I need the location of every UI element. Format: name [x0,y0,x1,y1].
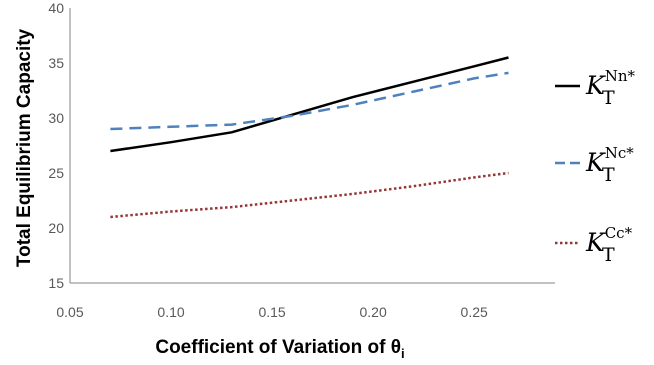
legend-label-2: KNc* [585,144,634,177]
series-line-2 [110,71,509,131]
legend-label-1: KNn* [585,67,635,100]
x-tick-label: 0.25 [461,304,488,320]
y-tick-label: 25 [48,165,64,181]
legend-label-subscript-3: T [602,244,615,266]
y-tick-label: 40 [48,0,64,16]
x-tick-label: 0.20 [360,304,387,320]
chart-axes [69,8,555,284]
legend-label-subscript-1: T [602,87,615,109]
x-tick-label: 0.10 [157,304,184,320]
series-line-3 [110,171,509,219]
x-axis-title-main: Coefficient of Variation of θ [155,337,401,358]
x-axis-title: Coefficient of Variation of θi [155,337,404,361]
series-lines [110,56,509,219]
legend-label-3: KCc* [585,224,633,257]
x-tick-label: 0.05 [56,304,83,320]
x-tick-labels: 0.05 0.10 0.15 0.20 0.25 [56,304,488,320]
x-axis-title-subscript: i [401,346,405,361]
x-tick-label: 0.15 [258,304,285,320]
y-axis-title: Total Equilibrium Capacity [14,28,35,267]
series-line-1 [110,56,509,153]
y-tick-label: 30 [48,110,64,126]
y-tick-label: 15 [48,275,64,291]
y-tick-label: 35 [48,55,64,71]
legend-label-subscript-2: T [602,164,615,186]
y-tick-labels: 15 20 25 30 35 40 [48,0,64,291]
y-tick-label: 20 [48,220,64,236]
